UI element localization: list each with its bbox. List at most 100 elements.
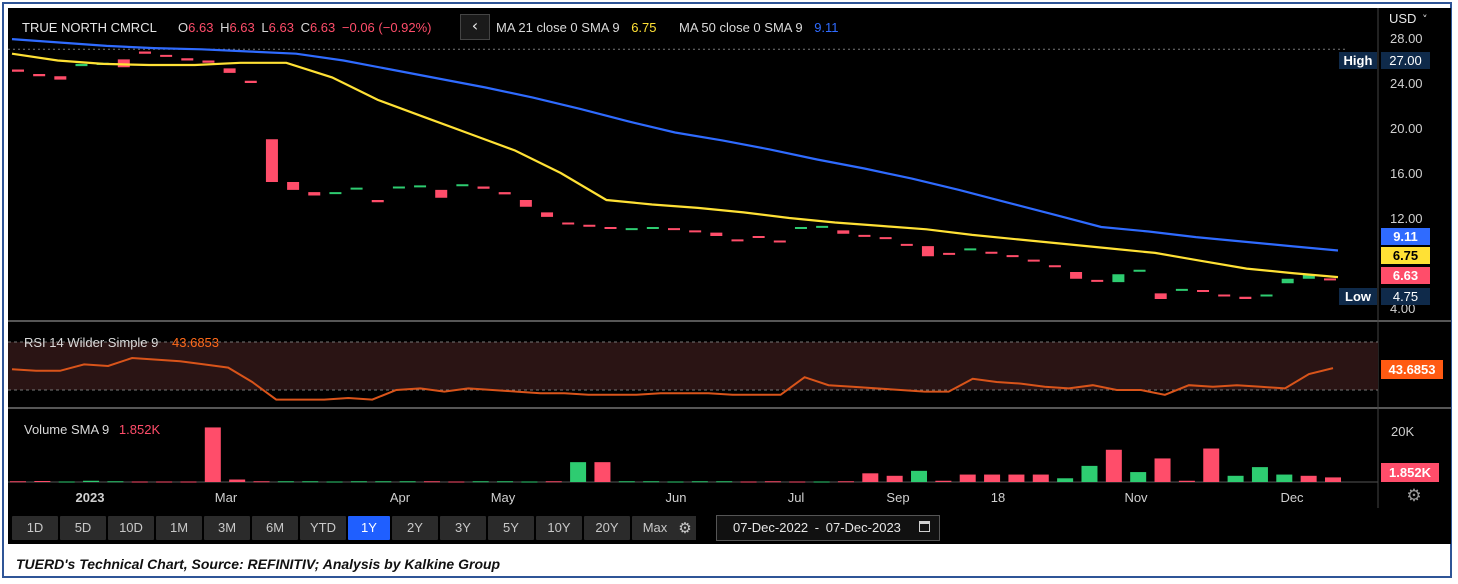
ohlc-readout: O6.63 H6.63 L6.63 C6.63 −0.06 (−0.92%) <box>178 20 432 35</box>
volume-bar <box>1178 480 1195 482</box>
range-button-10d[interactable]: 10D <box>108 516 154 540</box>
volume-bar <box>399 481 416 483</box>
volume-bar <box>886 475 903 482</box>
price-tick-label: 12.00 <box>1390 211 1423 226</box>
candle <box>498 192 511 195</box>
candle <box>244 80 257 83</box>
currency-selector[interactable]: USD ˅ <box>1389 11 1428 26</box>
volume-bar <box>716 481 733 483</box>
volume-bar <box>107 481 124 483</box>
candle <box>1239 296 1252 299</box>
high-value: 6.63 <box>229 20 255 35</box>
ma50-value: 9.11 <box>814 20 839 35</box>
symbol-name: TRUE NORTH CMRCL <box>22 20 157 35</box>
volume-bar <box>350 481 367 483</box>
volume-bar <box>911 470 928 482</box>
candle <box>858 234 871 237</box>
candle <box>943 252 956 255</box>
volume-bar <box>1130 472 1147 482</box>
ma21-label: MA 21 close 0 SMA 9 <box>496 20 620 35</box>
open-label: O <box>178 20 189 35</box>
chart-settings-icon[interactable]: ⚙ <box>674 516 696 540</box>
candle <box>1324 278 1336 281</box>
price-tick-label: 24.00 <box>1390 76 1423 91</box>
candle <box>54 76 67 80</box>
x-axis-label: Sep <box>886 490 909 505</box>
volume-bar <box>83 480 100 482</box>
range-button-max[interactable]: Max <box>632 516 678 540</box>
close-value: 6.63 <box>309 20 336 35</box>
range-button-20y[interactable]: 20Y <box>584 516 630 540</box>
currency-label: USD <box>1389 11 1417 26</box>
candle <box>1006 255 1019 258</box>
ma21-value: 6.75 <box>631 20 657 35</box>
volume-bar <box>156 481 173 483</box>
range-button-6m[interactable]: 6M <box>252 516 298 540</box>
candle <box>329 192 342 195</box>
volume-bar <box>570 462 587 482</box>
volume-bar <box>1032 474 1049 482</box>
x-axis-label: 2023 <box>76 490 105 505</box>
volume-bar <box>618 481 635 483</box>
volume-value: 1.852K <box>118 422 161 437</box>
x-axis-label: Apr <box>390 490 411 505</box>
candle <box>773 240 786 243</box>
ma21-line <box>11 52 1339 279</box>
figure-caption: TUERD's Technical Chart, Source: REFINIT… <box>16 556 501 572</box>
volume-bar <box>1227 475 1244 482</box>
date-range-picker[interactable]: 07-Dec-2022 - 07-Dec-2023 <box>716 515 940 541</box>
rsi-badge: 43.6853 <box>1381 360 1443 379</box>
x-axis-label: Jun <box>666 490 687 505</box>
candle <box>689 230 702 233</box>
volume-bar <box>253 481 270 483</box>
candle <box>75 63 88 67</box>
legend-collapse-button[interactable]: ‹ <box>460 14 490 40</box>
range-button-1d[interactable]: 1D <box>12 516 58 540</box>
ma50-line <box>11 38 1339 252</box>
range-button-3y[interactable]: 3Y <box>440 516 486 540</box>
volume-bar <box>326 481 343 483</box>
date-end: 07-Dec-2023 <box>825 520 901 535</box>
range-button-1m[interactable]: 1M <box>156 516 202 540</box>
x-axis-label: May <box>491 490 516 505</box>
candle <box>1175 288 1188 291</box>
volume-bar <box>789 481 806 483</box>
range-button-10y[interactable]: 10Y <box>536 516 582 540</box>
range-button-2y[interactable]: 2Y <box>392 516 438 540</box>
axis-settings-icon[interactable]: ⚙ <box>1406 486 1422 506</box>
price-tick-label: 16.00 <box>1390 166 1423 181</box>
volume-bar <box>1251 467 1268 482</box>
range-button-5y[interactable]: 5Y <box>488 516 534 540</box>
candle <box>1091 279 1104 282</box>
x-axis-label: Mar <box>215 490 238 505</box>
rsi-value: 43.6853 <box>172 335 220 350</box>
candle <box>985 251 998 254</box>
range-button-1y[interactable]: 1Y <box>348 516 390 540</box>
last-price-badge: 6.63 <box>1381 267 1430 284</box>
candle <box>625 228 638 231</box>
candle <box>477 186 490 189</box>
volume-bar <box>643 481 660 483</box>
volume-label: Volume SMA 9 <box>24 422 110 437</box>
volume-bar <box>837 481 854 483</box>
volume-bar <box>1057 478 1074 482</box>
volume-legend: Volume SMA 9 1.852K <box>24 422 160 437</box>
candle <box>794 227 807 229</box>
candle <box>816 225 829 228</box>
candle <box>223 68 236 73</box>
volume-bar <box>862 473 879 482</box>
volume-bar <box>691 481 708 483</box>
candle <box>921 246 934 257</box>
candle <box>1112 274 1125 283</box>
range-button-ytd[interactable]: YTD <box>300 516 346 540</box>
candle <box>414 185 427 188</box>
open-value: 6.63 <box>188 20 214 35</box>
range-button-5d[interactable]: 5D <box>60 516 106 540</box>
volume-bar <box>1154 458 1171 482</box>
range-button-3m[interactable]: 3M <box>204 516 250 540</box>
chevron-down-icon: ˅ <box>1422 13 1428 26</box>
volume-bar <box>1300 475 1317 482</box>
candle <box>583 224 596 227</box>
candle <box>731 239 744 242</box>
volume-bar <box>448 481 465 483</box>
